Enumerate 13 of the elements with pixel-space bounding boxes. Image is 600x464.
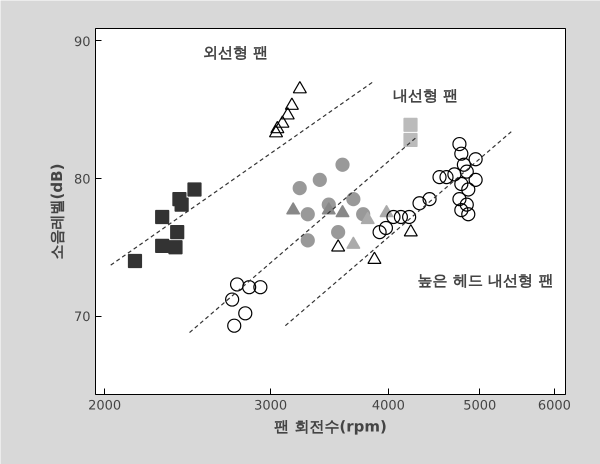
x-tick-label: 6000 (538, 398, 571, 414)
annotation: 높은 헤드 내선형 팬 (418, 272, 554, 290)
x-tick-label: 4000 (372, 398, 405, 414)
x-tick-label: 3000 (254, 398, 288, 414)
y-tick-label: 70 (74, 310, 91, 326)
x-axis-title: 팬 회전수(rpm) (274, 418, 387, 436)
annotation: 내선형 팬 (392, 86, 458, 104)
x-tick-label: 5000 (463, 398, 496, 414)
y-axis-title: 소음레벨(dB) (48, 164, 66, 260)
y-tick-label: 80 (74, 172, 91, 188)
annotation: 외선형 팬 (202, 44, 268, 62)
x-tick-label: 2000 (88, 398, 122, 414)
y-tick-label: 90 (74, 34, 91, 50)
